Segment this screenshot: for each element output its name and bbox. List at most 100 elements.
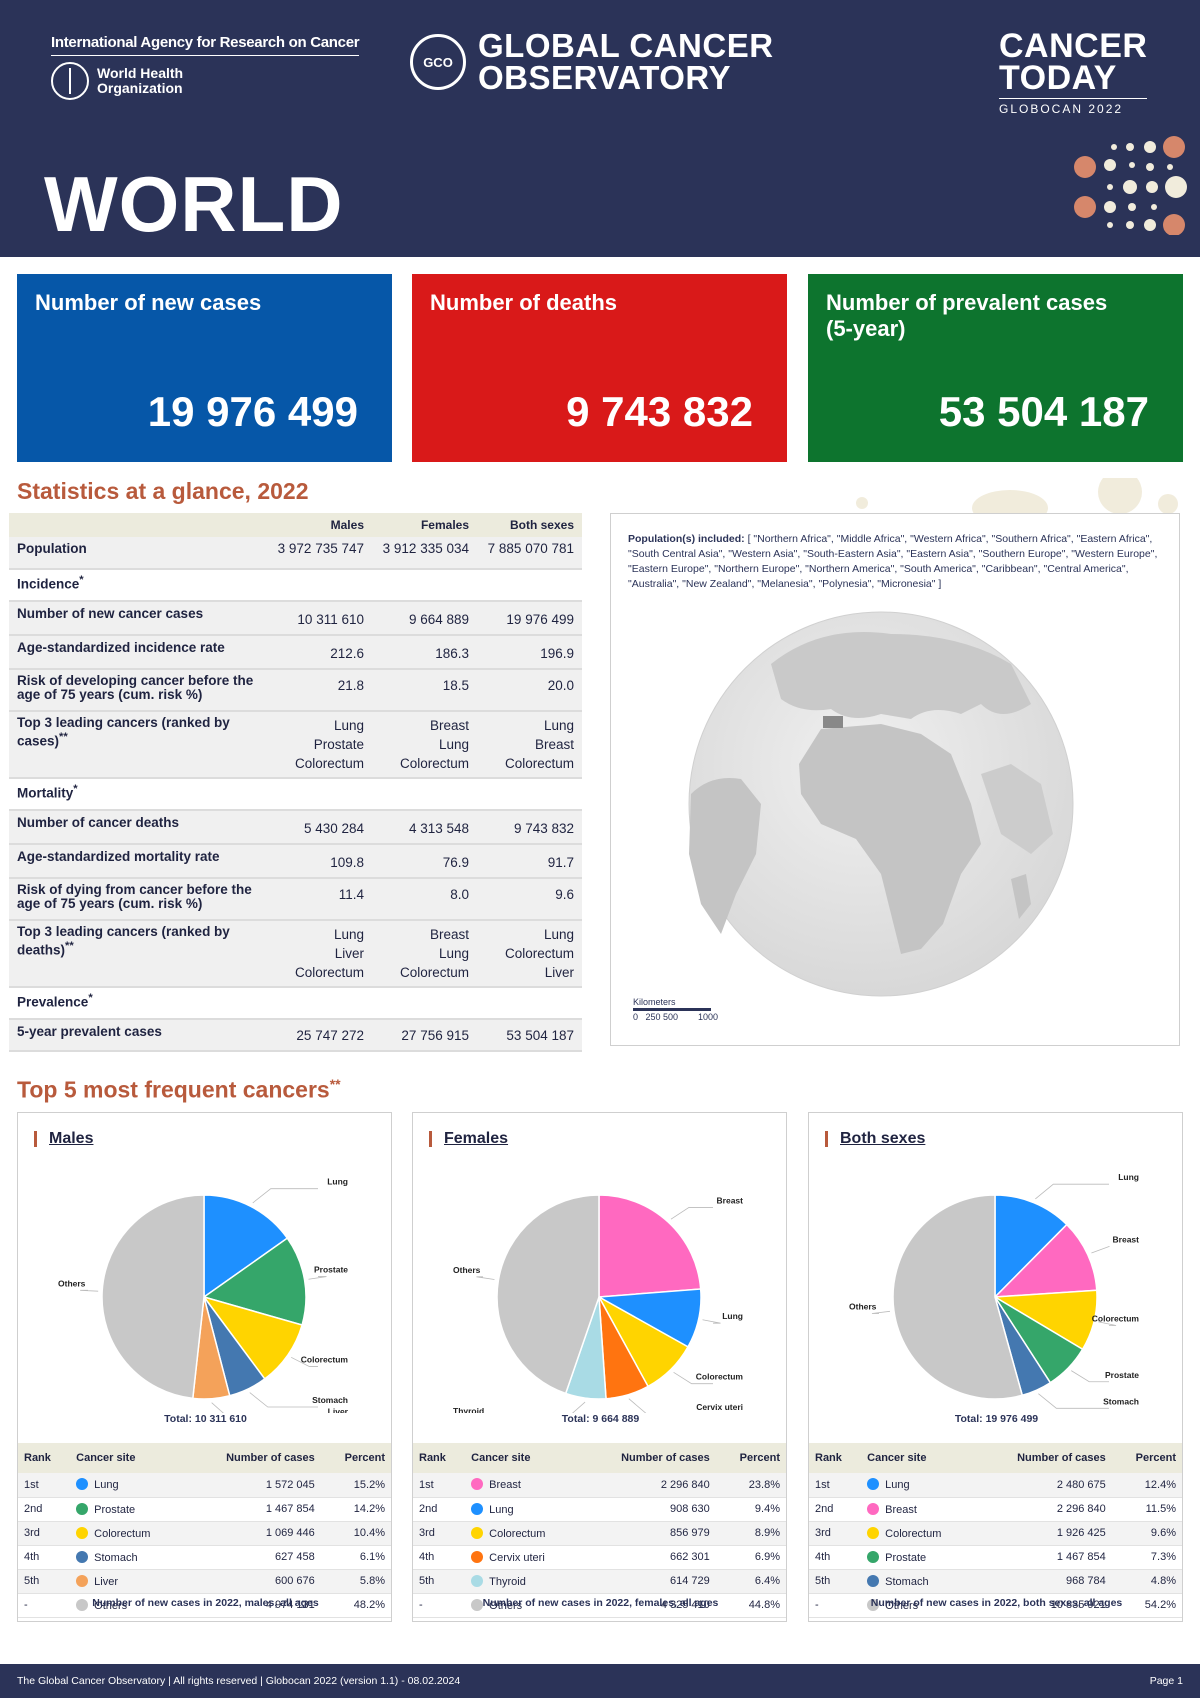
- pie-leader-line: [1091, 1245, 1110, 1254]
- cell-site: Prostate: [70, 1497, 186, 1522]
- cell-site: Prostate: [861, 1545, 977, 1570]
- section-row: Mortality*: [9, 778, 582, 811]
- cell-site: Others: [70, 1593, 186, 1618]
- cell-site: Colorectum: [70, 1521, 186, 1546]
- pie-label: Colorectum: [696, 1372, 744, 1382]
- cell-site: Colorectum: [465, 1521, 581, 1546]
- region-title: WORLD: [44, 160, 344, 248]
- cell-site: Breast: [465, 1473, 581, 1498]
- table-row: 3rd Colorectum 1 926 425 9.6%: [809, 1521, 1182, 1546]
- pie-slice-lung: [994, 1194, 1068, 1299]
- pie-label: Lung: [1118, 1172, 1139, 1182]
- new-cases-label: Number of new cases: [35, 290, 262, 315]
- females-panel: Females Breast Lung Colorectum Cervix uteri…: [412, 1112, 787, 1622]
- pie-leader-line: [670, 1207, 713, 1220]
- table-row: 1st Lung 1 572 045 15.2%: [18, 1473, 391, 1498]
- cell-rank: 3rd: [18, 1521, 71, 1546]
- both-sexes-table: Rank Cancer site Number of cases Percent…: [809, 1443, 1182, 1618]
- legend-dot-icon: [867, 1550, 880, 1563]
- females-pie-chart: Breast Lung Colorectum Cervix uteri Thyroid O…: [453, 1194, 744, 1413]
- males-panel: Males Lung Prostate Colorectum Stomach Liver…: [17, 1112, 392, 1622]
- pie-label: Colorectum: [1092, 1314, 1140, 1324]
- females-table: Rank Cancer site Number of cases Percent…: [413, 1443, 786, 1618]
- cell-rank: 5th: [809, 1569, 862, 1594]
- cell-rank: 4th: [18, 1545, 71, 1570]
- table-row: - Others 4 974 131 48.2%: [18, 1593, 391, 1618]
- cell-site: Lung: [465, 1497, 581, 1522]
- cell-site: Stomach: [70, 1545, 186, 1570]
- iarc-name: International Agency for Research on Can…: [51, 34, 360, 56]
- pie-leader-line: [476, 1276, 495, 1280]
- cell-percent: 9.4%: [715, 1497, 786, 1522]
- deaths-label: Number of deaths: [430, 290, 618, 315]
- pie-label: Others: [453, 1265, 481, 1275]
- panel-note: Number of new cases in 2022, females, al…: [482, 1597, 719, 1609]
- both-sexes-pie-chart: Lung Breast Colorectum Prostate Stomach Other…: [849, 1172, 1140, 1409]
- pie-slice-others: [892, 1194, 1024, 1400]
- cell-percent: 54.2%: [1111, 1593, 1182, 1618]
- legend-dot-icon: [76, 1550, 89, 1563]
- decorative-dots-icon: [1074, 136, 1187, 235]
- legend-dot-icon: [76, 1502, 89, 1515]
- cell-cases: 1 926 425: [976, 1521, 1112, 1546]
- pie-leader-line: [290, 1356, 318, 1367]
- cell-site: Lung: [861, 1473, 977, 1498]
- table-row: 4th Prostate 1 467 854 7.3%: [809, 1545, 1182, 1570]
- populations-included: Population(s) included: [ "Northern Afri…: [628, 533, 1158, 590]
- table-row: 1st Lung 2 480 675 12.4%: [809, 1473, 1182, 1498]
- pie-leader-line: [702, 1319, 721, 1324]
- legend-dot-icon: [471, 1550, 484, 1563]
- col-males: Males: [267, 513, 372, 537]
- table-row: 1st Breast 2 296 840 23.8%: [413, 1473, 786, 1498]
- page-footer: The Global Cancer Observatory | All righ…: [0, 1664, 1200, 1698]
- table-row: - Others 10 835 921 54.2%: [809, 1593, 1182, 1618]
- legend-dot-icon: [471, 1526, 484, 1539]
- both-sexes-panel: Both sexes Lung Breast Colorectum Prostate S…: [808, 1112, 1183, 1622]
- table-row: 3rd Colorectum 1 069 446 10.4%: [18, 1521, 391, 1546]
- cell-percent: 15.2%: [320, 1473, 391, 1498]
- pie-label: Prostate: [314, 1265, 348, 1275]
- pie-label: Others: [849, 1301, 877, 1311]
- cell-rank: -: [413, 1593, 466, 1618]
- cell-percent: 11.5%: [1111, 1497, 1182, 1522]
- pie-leader-line: [308, 1276, 327, 1280]
- cell-cases: 856 979: [580, 1521, 716, 1546]
- map-scale: Kilometers 0 250 500 1000: [633, 997, 719, 1022]
- legend-dot-icon: [471, 1598, 484, 1611]
- pie-slice-others: [496, 1194, 600, 1395]
- cell-percent: 7.3%: [1111, 1545, 1182, 1570]
- col-females: Females: [372, 513, 477, 537]
- who-name: World Health Organization: [97, 65, 184, 96]
- table-row: 5th Liver 600 676 5.8%: [18, 1569, 391, 1594]
- table-row: Population 3 972 735 747 3 912 335 034 7…: [9, 537, 582, 570]
- pie-slice-breast: [598, 1194, 702, 1298]
- cell-percent: 48.2%: [320, 1593, 391, 1618]
- panel-title: Males: [34, 1131, 93, 1147]
- cell-cases: 10 835 921: [976, 1593, 1112, 1618]
- panel-total: Total: 10 311 610: [164, 1413, 247, 1425]
- males-pie-chart: Lung Prostate Colorectum Stomach Liver Others: [58, 1177, 349, 1413]
- pie-label: Lung: [722, 1311, 743, 1321]
- scale-bar: [633, 1008, 711, 1011]
- cell-rank: 5th: [413, 1569, 466, 1594]
- legend-dot-icon: [76, 1574, 89, 1587]
- pie-leader-line: [1071, 1370, 1109, 1383]
- cell-cases: 662 301: [580, 1545, 716, 1570]
- legend-dot-icon: [76, 1478, 89, 1491]
- prevalent-value: 53 504 187: [938, 388, 1149, 435]
- table-row: 4th Cervix uteri 662 301 6.9%: [413, 1545, 786, 1570]
- cell-site: Stomach: [861, 1569, 977, 1594]
- pie-label: Thyroid: [453, 1406, 484, 1413]
- pie-slice-lung: [203, 1194, 289, 1299]
- pie-label: Cervix uteri: [696, 1402, 743, 1412]
- cell-cases: 2 296 840: [976, 1497, 1112, 1522]
- panel-note: Number of new cases in 2022, males, all …: [92, 1597, 319, 1609]
- table-row: 5-year prevalent cases 25 747 272 27 756…: [9, 1019, 582, 1052]
- globocan-label: GLOBOCAN 2022: [999, 98, 1148, 116]
- cell-cases: 2 296 840: [580, 1473, 716, 1498]
- cell-cases: 600 676: [185, 1569, 321, 1594]
- gco-line1: GLOBAL CANCER: [478, 27, 774, 64]
- footer-text: The Global Cancer Observatory | All righ…: [17, 1675, 461, 1687]
- prevalent-label: Number of prevalent cases (5-year): [826, 290, 1108, 341]
- table-row: 5th Stomach 968 784 4.8%: [809, 1569, 1182, 1594]
